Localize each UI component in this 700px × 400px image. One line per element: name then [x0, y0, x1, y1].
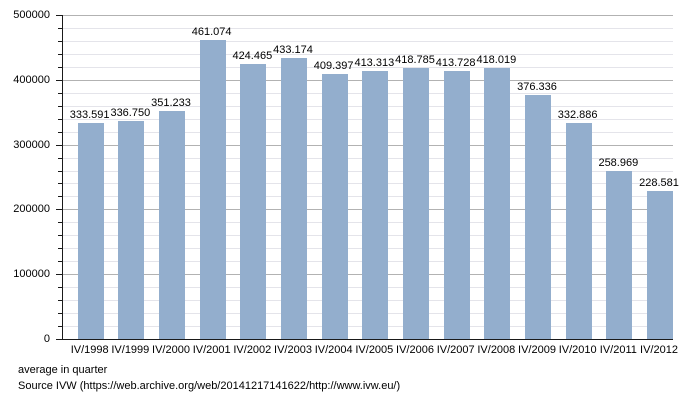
x-tick-label: IV/2008 — [477, 344, 516, 356]
bar-value-label: 228.581 — [639, 176, 679, 189]
x-tick-label: IV/2006 — [396, 344, 434, 356]
minor-gridline — [63, 54, 673, 55]
y-axis-tick — [58, 222, 62, 223]
x-tick-label: IV/2002 — [233, 344, 272, 356]
bar — [118, 120, 145, 339]
bar-value-label: 413.313 — [354, 57, 395, 70]
bar — [606, 171, 633, 339]
x-tick-label: IV/2011 — [599, 344, 637, 356]
bar — [647, 190, 673, 339]
y-axis-tick — [58, 287, 62, 288]
bar-value-label: 409.397 — [313, 59, 354, 72]
y-tick-label: 200000 — [13, 203, 50, 216]
bar — [525, 95, 551, 339]
y-axis-tick — [58, 28, 62, 29]
y-tick-label: 500000 — [13, 9, 50, 21]
y-axis-tick — [58, 119, 62, 120]
y-axis-tick — [58, 106, 62, 107]
chart-source-note: Source IVW (https://web.archive.org/web/… — [18, 380, 401, 392]
x-tick-label: IV/2005 — [355, 344, 394, 356]
y-axis-tick — [58, 196, 62, 197]
chart-subtitle: average in quarter — [18, 364, 108, 376]
bar — [443, 70, 470, 339]
y-axis-tick — [58, 171, 62, 172]
bar — [403, 67, 429, 339]
x-tick-label: IV/2004 — [314, 344, 353, 356]
y-tick-label: 300000 — [13, 138, 50, 151]
x-tick-label: IV/1998 — [70, 344, 109, 356]
x-tick-label: IV/2009 — [518, 344, 556, 356]
bar-value-label: 333.591 — [69, 108, 110, 121]
y-axis-tick — [58, 183, 62, 184]
bar — [77, 122, 104, 339]
x-tick-label: IV/1999 — [111, 344, 150, 356]
y-axis-tick — [58, 67, 62, 68]
bar — [240, 63, 267, 339]
bar — [321, 73, 348, 339]
x-tick-label: IV/2000 — [152, 344, 190, 356]
y-axis-tick — [58, 93, 62, 94]
bar-value-label: 418.785 — [395, 53, 435, 66]
y-axis-tick — [58, 313, 62, 314]
bar-value-label: 351.233 — [151, 97, 191, 110]
bar — [281, 58, 307, 339]
y-axis-tick — [58, 300, 62, 301]
bar — [484, 68, 511, 339]
bar — [159, 111, 185, 339]
y-tick-label: 0 — [43, 333, 50, 345]
y-axis-tick — [58, 132, 62, 133]
bar-value-label: 424.465 — [232, 49, 273, 62]
bar-value-label: 258.969 — [598, 157, 639, 170]
minor-gridline — [63, 67, 673, 68]
x-tick-label: IV/2003 — [274, 344, 312, 356]
y-axis-tick — [58, 248, 62, 249]
bar — [199, 40, 226, 339]
x-tick-label: IV/2001 — [192, 344, 231, 356]
bar-value-label: 461.074 — [191, 26, 232, 39]
y-axis-tick — [58, 261, 62, 262]
y-axis-tick — [56, 15, 62, 16]
bar-value-label: 376.336 — [517, 81, 557, 94]
bar-value-label: 418.019 — [476, 54, 517, 67]
x-tick-label: IV/2012 — [640, 344, 678, 356]
bar — [565, 123, 592, 339]
y-axis-tick — [58, 158, 62, 159]
y-axis-tick — [56, 209, 62, 210]
minor-gridline — [63, 41, 673, 42]
y-axis-tick — [58, 54, 62, 55]
y-axis-tick — [58, 326, 62, 327]
plot-area — [62, 15, 673, 340]
minor-gridline — [63, 28, 673, 29]
y-axis-tick — [56, 339, 62, 340]
bar-value-label: 336.750 — [110, 106, 151, 119]
bar — [362, 71, 389, 339]
bar-value-label: 413.728 — [435, 56, 476, 69]
y-axis-tick — [56, 80, 62, 81]
x-tick-label: IV/2010 — [558, 344, 597, 356]
y-axis-tick — [58, 41, 62, 42]
bar-value-label: 433.174 — [273, 44, 313, 57]
y-tick-label: 100000 — [13, 268, 50, 281]
major-gridline — [63, 15, 673, 16]
y-axis-tick — [56, 274, 62, 275]
x-tick-label: IV/2007 — [436, 344, 475, 356]
y-tick-label: 400000 — [13, 73, 50, 86]
y-axis-tick — [58, 235, 62, 236]
bar-value-label: 332.886 — [557, 109, 598, 122]
y-axis-tick — [56, 145, 62, 146]
